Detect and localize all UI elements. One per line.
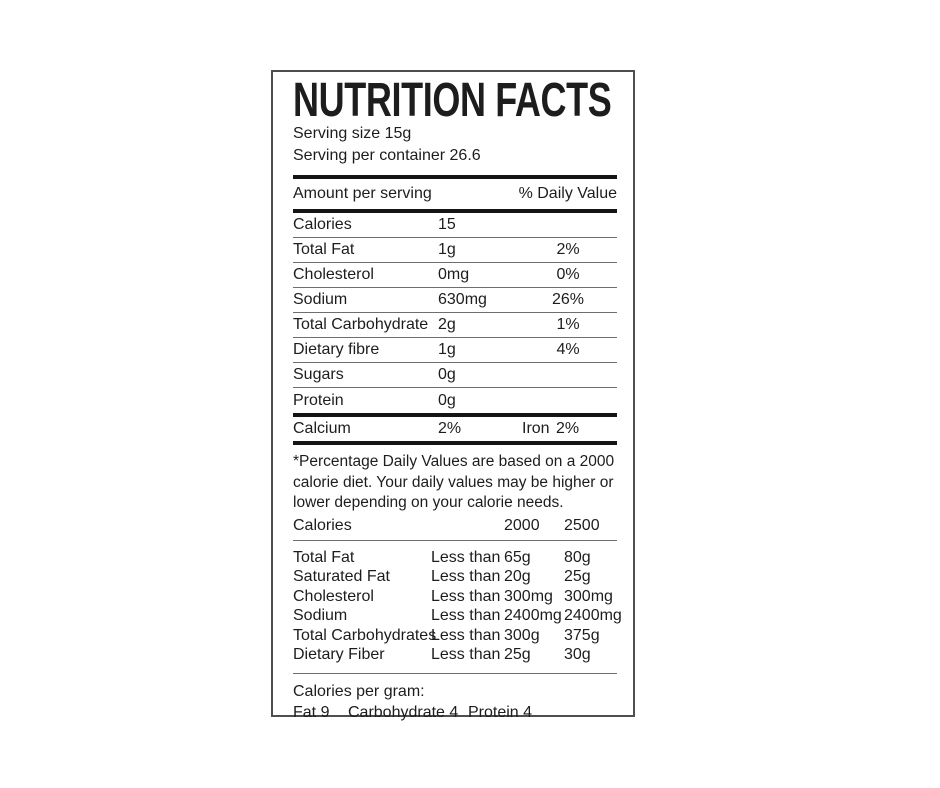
nutrient-name: Total Carbohydrate: [293, 316, 429, 333]
nutrient-row-total-fat: Total Fat 1g 2%: [293, 238, 617, 263]
dv-table-body: Total Fat Less than 65g 80g Saturated Fa…: [293, 548, 622, 665]
column-header-amount: Amount per serving: [293, 185, 432, 202]
nutrient-amount: 1g: [438, 341, 456, 358]
dv-row-2000: 25g: [504, 646, 531, 663]
dv-header-2500: 2500: [564, 516, 600, 534]
divider-thick-header: [293, 209, 617, 213]
dv-row-2000: 300mg: [504, 587, 553, 605]
dv-row-name: Saturated Fat: [293, 568, 390, 585]
dv-row-2500: 2400mg: [564, 607, 622, 624]
nutrient-name: Sugars: [293, 366, 344, 383]
nutrient-dv: 4%: [556, 341, 580, 358]
servings-per-container: Serving per container 26.6: [293, 147, 481, 164]
dv-row-qualifier: Less than: [431, 587, 501, 605]
footnote-line: *Percentage Daily Values are based on a …: [293, 453, 615, 470]
nutrient-name: Calories: [293, 216, 352, 233]
nutrient-row-dietary-fibre: Dietary fibre 1g 4%: [293, 338, 617, 363]
dv-table-row: Dietary Fiber Less than 25g 30g: [293, 645, 617, 665]
calcium-value: 2%: [438, 420, 462, 437]
nutrient-dv: 0%: [556, 266, 580, 283]
dv-table-row: Total Fat Less than 65g 80g: [293, 548, 617, 568]
dv-row-2500: 30g: [564, 646, 591, 663]
label-title: NUTRITION FACTS: [293, 74, 612, 127]
divider-thick-above-minerals: [293, 413, 617, 417]
nutrient-amount: 15: [438, 216, 456, 233]
divider-thin-calories-per-gram: [293, 672, 617, 674]
nutrient-name: Sodium: [293, 291, 348, 308]
dv-row-2000: 65g: [504, 548, 531, 566]
dv-table-row: Saturated Fat Less than 20g 25g: [293, 567, 617, 587]
divider-thin-dv-table: [293, 539, 617, 541]
dv-row-2500: 300mg: [564, 587, 613, 605]
nutrient-amount: 2g: [438, 316, 456, 333]
dv-table-row: Sodium Less than 2400mg 2400mg: [293, 606, 622, 626]
nutrient-amount: 1g: [438, 241, 456, 258]
nutrient-row-sugars: Sugars 0g: [293, 363, 617, 388]
dv-row-name: Total Fat: [293, 548, 355, 566]
footnote-line: lower depending on your calorie needs.: [293, 494, 564, 511]
dv-row-qualifier: Less than: [431, 626, 501, 644]
nutrient-dv: 2%: [556, 241, 580, 258]
dv-row-2500: 375g: [564, 626, 600, 644]
nutrient-amount: 0mg: [438, 266, 470, 283]
dv-row-2500: 80g: [564, 548, 591, 566]
cpg-protein: Protein 4: [468, 703, 533, 721]
divider-thick-top: [293, 175, 617, 179]
nutrient-name: Total Fat: [293, 241, 355, 258]
nutrient-name: Protein: [293, 391, 344, 409]
dv-row-2000: 300g: [504, 626, 540, 644]
nutrition-facts-label: NUTRITION FACTS Serving size 15g Serving…: [271, 70, 635, 721]
dv-row-name: Sodium: [293, 607, 348, 624]
cpg-carbohydrate: Carbohydrate 4: [348, 703, 459, 721]
dv-header-label: Calories: [293, 516, 352, 534]
footnote-line: calorie diet. Your daily values may be h…: [293, 473, 614, 491]
iron-label: Iron: [522, 420, 550, 437]
nutrient-dv: 26%: [551, 291, 585, 308]
dv-header-2000: 2000: [504, 516, 540, 534]
nutrient-row-calories: Calories 15: [293, 213, 617, 238]
nutrient-name: Cholesterol: [293, 266, 374, 283]
nutrient-row-sodium: Sodium 630mg 26%: [293, 288, 617, 313]
dv-row-name: Total Carbohydrates: [293, 626, 437, 644]
dv-row-2000: 2400mg: [504, 607, 562, 624]
column-header-daily-value: % Daily Value: [518, 185, 617, 202]
dv-row-2500: 25g: [564, 568, 591, 585]
amount-header-row: Amount per serving % Daily Value: [293, 179, 617, 209]
iron-value: 2%: [556, 420, 580, 437]
nutrient-name: Dietary fibre: [293, 341, 380, 358]
dv-row-qualifier: Less than: [431, 607, 501, 624]
nutrient-row-cholesterol: Cholesterol 0mg 0%: [293, 263, 617, 288]
dv-row-qualifier: Less than: [431, 568, 501, 585]
calcium-label: Calcium: [293, 420, 351, 437]
calories-per-gram-heading: Calories per gram:: [293, 682, 425, 700]
dv-row-name: Cholesterol: [293, 587, 374, 605]
dv-row-qualifier: Less than: [431, 548, 501, 566]
dv-row-qualifier: Less than: [431, 646, 501, 663]
divider-thick-below-minerals: [293, 441, 617, 445]
nutrient-row-total-carbohydrate: Total Carbohydrate 2g 1%: [293, 313, 617, 338]
dv-row-name: Dietary Fiber: [293, 646, 385, 663]
dv-row-2000: 20g: [504, 568, 531, 585]
nutrient-amount: 0g: [438, 366, 456, 383]
daily-value-footnote: *Percentage Daily Values are based on a …: [293, 452, 617, 514]
calories-per-gram-values: Fat 9 Carbohydrate 4 Protein 4: [293, 702, 617, 723]
cpg-fat: Fat 9: [293, 703, 330, 721]
nutrient-row-protein: Protein 0g: [293, 388, 617, 413]
nutrient-amount: 0g: [438, 391, 456, 409]
serving-size: Serving size 15g: [293, 125, 412, 142]
minerals-row: Calcium 2% Iron 2%: [293, 417, 617, 441]
dv-table-row: Cholesterol Less than 300mg 300mg: [293, 587, 617, 607]
dv-table-header: Calories 2000 2500: [293, 514, 617, 540]
nutrient-dv: 1%: [556, 316, 580, 333]
nutrient-amount: 630mg: [438, 291, 487, 308]
dv-table-row: Total Carbohydrates Less than 300g 375g: [293, 626, 617, 646]
